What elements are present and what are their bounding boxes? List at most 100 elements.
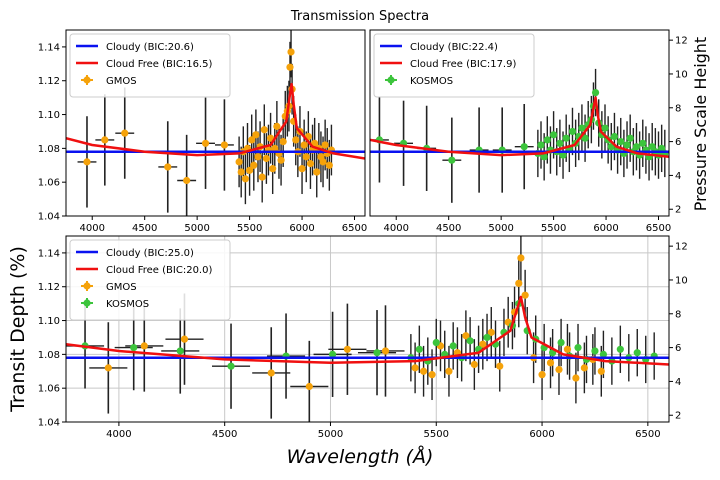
right-y-tick-label: 10 (675, 275, 688, 286)
data-point-gmos (121, 129, 129, 137)
legend-label: Cloud Free (BIC:20.0) (106, 265, 212, 276)
data-point-gmos (269, 165, 277, 173)
right-y-tick-label: 12 (675, 36, 688, 47)
data-point-gmos (183, 176, 191, 185)
data-point-kosmos (556, 139, 564, 147)
y-tick-label: 1.14 (38, 248, 60, 259)
data-point-gmos (201, 139, 210, 147)
legend-label: KOSMOS (106, 299, 149, 310)
x-tick-label: 6500 (646, 223, 671, 234)
legend-label: Cloudy (BIC:20.6) (106, 42, 194, 53)
data-point-gmos (292, 136, 300, 144)
legend-label: Cloudy (BIC:25.0) (106, 248, 194, 259)
legend-marker-dot (83, 282, 91, 290)
data-point-kosmos (449, 342, 457, 350)
data-point-kosmos (520, 143, 528, 151)
data-point-kosmos (578, 124, 586, 132)
legend: Cloudy (BIC:20.6) Cloud Free (BIC:16.5) GM… (69, 33, 231, 98)
data-point-gmos (164, 163, 172, 171)
data-point-kosmos (581, 134, 589, 142)
data-point-kosmos (559, 151, 567, 159)
data-point-gmos (597, 367, 605, 375)
y-tick-label: 1.14 (38, 42, 60, 53)
y-tick-label: 1.12 (38, 282, 60, 293)
data-point-kosmos (617, 138, 625, 146)
data-point-gmos (517, 254, 525, 262)
legend-label: Cloud Free (BIC:16.5) (106, 59, 212, 70)
data-point-kosmos (466, 337, 474, 345)
right-y-tick-label: 2 (675, 411, 681, 422)
legend-box (69, 239, 231, 321)
data-point-gmos (496, 362, 504, 370)
x-tick-label: 6500 (635, 429, 660, 440)
y-tick-label: 1.08 (38, 350, 60, 361)
figure-title: Transmission Spectra (290, 9, 429, 24)
x-tick-label: 4000 (384, 223, 409, 234)
data-point-kosmos (483, 333, 491, 342)
data-point-gmos (180, 335, 189, 343)
data-point-gmos (572, 374, 580, 382)
data-point-gmos (250, 161, 258, 169)
data-point-gmos (220, 141, 229, 149)
panel-frame (65, 235, 670, 423)
x-tick-label: 5500 (541, 223, 566, 234)
legend-label: KOSMOS (410, 76, 453, 87)
data-point-gmos (252, 131, 260, 139)
x-tick-label: 6000 (529, 429, 554, 440)
data-point-kosmos (415, 345, 423, 353)
x-tick-label: 5500 (237, 223, 262, 234)
panel-gmos: 4000 4500 5000 5500 6000 6500 1.04 1.06 1.08 1.10… (38, 29, 367, 234)
data-point-gmos (271, 144, 279, 152)
data-point-kosmos (176, 347, 184, 355)
y-tick-label: 1.04 (38, 418, 60, 429)
x-tick-label: 4500 (132, 223, 157, 234)
data-point-gmos (298, 165, 306, 173)
data-point-gmos (580, 364, 588, 372)
right-y-tick-label: 2 (675, 205, 681, 216)
data-point-gmos (260, 126, 268, 134)
data-point-gmos (286, 63, 294, 71)
x-tick-label: 5000 (184, 223, 209, 234)
data-point-kosmos (540, 153, 548, 161)
right-y-tick-label: 6 (675, 343, 681, 354)
data-point-gmos (101, 136, 109, 144)
left-axis-label: Transit Depth (%) (7, 246, 29, 413)
data-point-kosmos (568, 127, 577, 136)
data-point-gmos (267, 369, 275, 377)
data-point-gmos (266, 134, 275, 142)
data-point-gmos (555, 365, 563, 374)
panel-combined: 4000 4500 5000 5500 6000 6500 1.04 1.06 1.08 1.10… (38, 235, 688, 440)
x-tick-label: 4000 (106, 429, 131, 440)
data-point-gmos (273, 122, 281, 130)
legend-marker-dot (83, 299, 91, 307)
x-tick-label: 5000 (318, 429, 343, 440)
legend-label: Cloud Free (BIC:17.9) (410, 59, 516, 70)
data-point-kosmos (543, 136, 551, 144)
data-point-gmos (248, 136, 256, 144)
data-point-gmos (277, 156, 285, 164)
right-y-tick-label: 12 (675, 242, 688, 253)
panel-frame (65, 29, 366, 217)
data-point-gmos (83, 158, 91, 166)
chart-layer: 4000 4500 5000 5500 6000 6500 1.04 1.06 1.08 1.10… (38, 29, 688, 440)
data-point-kosmos (432, 338, 440, 347)
data-point-gmos (262, 154, 270, 163)
data-point-kosmos (601, 124, 609, 132)
data-point-gmos (237, 168, 245, 176)
cloud-free-model-line (66, 295, 669, 366)
data-point-kosmos (599, 350, 608, 358)
data-point-gmos (563, 345, 572, 353)
data-point-gmos (279, 138, 287, 146)
data-point-gmos (470, 360, 478, 369)
data-point-kosmos (591, 347, 599, 355)
data-point-gmos (521, 291, 529, 299)
data-point-gmos (305, 382, 313, 391)
data-point-kosmos (639, 139, 647, 147)
x-tick-label: 5500 (424, 429, 449, 440)
data-point-gmos (306, 159, 315, 168)
data-point-gmos (343, 345, 351, 353)
data-point-kosmos (632, 143, 641, 151)
data-point-kosmos (616, 345, 624, 353)
x-tick-label: 6000 (593, 223, 618, 234)
